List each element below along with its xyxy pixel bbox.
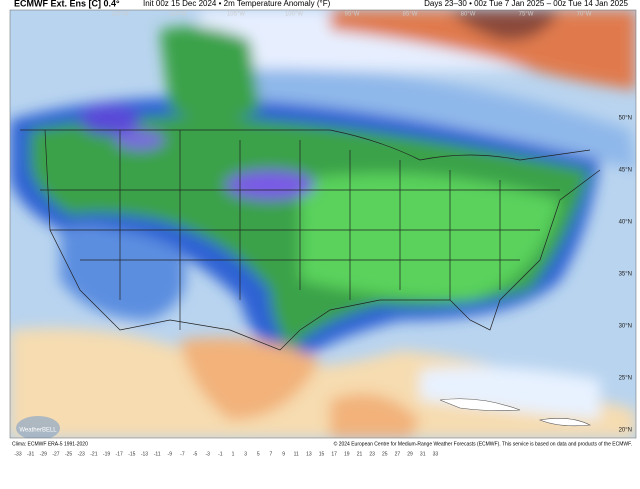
header: ECMWF Ext. Ens [C] 0.4° Init 00z 15 Dec … <box>14 0 629 8</box>
colorbar-label: -11 <box>154 451 161 457</box>
longitude-label: 95°W <box>345 12 360 18</box>
longitude-label: 110°W <box>169 12 187 18</box>
colorbar-label: 31 <box>420 451 426 457</box>
colorbar-label: 25 <box>382 451 388 457</box>
longitude-label: 105°W <box>227 12 245 18</box>
colorbar-label: -33 <box>14 451 21 457</box>
latitude-label: 20°N <box>619 428 632 434</box>
colorbar-label: 1 <box>232 451 235 457</box>
colorbar-label: -3 <box>205 451 210 457</box>
colorbar-label: -23 <box>78 451 85 457</box>
colorbar-label: 3 <box>244 451 247 457</box>
colorbar-label: -31 <box>27 451 34 457</box>
colorbar-label: 33 <box>433 451 439 457</box>
colorbar-label: -21 <box>90 451 97 457</box>
colorbar-label: 9 <box>282 451 285 457</box>
init-title: Init 00z 15 Dec 2024 • 2m Temperature An… <box>143 0 331 8</box>
clima-note: Clima: ECMWF ERA-5 1991-2020 <box>12 441 88 447</box>
longitude-label: 75°W <box>519 12 534 18</box>
colorbar-label: 27 <box>395 451 401 457</box>
longitude-label: 85°W <box>403 12 418 18</box>
colorbar-label: 11 <box>294 451 299 457</box>
model-title: ECMWF Ext. Ens [C] 0.4° <box>14 0 120 8</box>
colorbar-label: 21 <box>357 451 363 457</box>
latitude-label: 40°N <box>619 220 632 226</box>
latitude-label: 50°N <box>619 116 632 122</box>
map: 115°W 110°W 105°W 100°W 95°W 85°W 80°W 75°W 70°W… <box>10 10 636 438</box>
colorbar-label: 17 <box>331 451 337 457</box>
logo: WeatherBELL <box>19 428 57 434</box>
colorbar-label: 5 <box>257 451 260 457</box>
colorbar-label: -7 <box>180 451 185 457</box>
latitude-label: 30°N <box>619 324 632 330</box>
colorbar-label: 23 <box>369 451 375 457</box>
longitude-label: 80°W <box>461 12 476 18</box>
longitude-label: 70°W <box>577 12 592 18</box>
latitude-label: 35°N <box>619 272 632 278</box>
colorbar-label: 7 <box>270 451 273 457</box>
colorbar-label: 13 <box>306 451 312 457</box>
colorbar-label: 29 <box>407 451 413 457</box>
colorbar-label: -29 <box>40 451 47 457</box>
colorbar-label: -13 <box>141 451 148 457</box>
colorbar-label: -27 <box>52 451 59 457</box>
longitude-label: 100°W <box>285 12 303 18</box>
longitude-label: 115°W <box>111 12 129 18</box>
colorbar-label: -17 <box>116 451 123 457</box>
colorbar-label: -9 <box>168 451 173 457</box>
valid-title: Days 23–30 • 00z Tue 7 Jan 2025 – 00z Tu… <box>424 0 628 8</box>
footer: Clima: ECMWF ERA-5 1991-2020 © 2024 Euro… <box>12 440 632 447</box>
colorbar-label: -25 <box>65 451 72 457</box>
colorbar-label: -15 <box>128 451 135 457</box>
copyright: © 2024 European Centre for Medium-Range … <box>334 440 632 447</box>
colorbar-label: -19 <box>103 451 110 457</box>
latitude-label: 25°N <box>619 376 632 382</box>
colorbar-label: -5 <box>193 451 198 457</box>
colorbar-label: 15 <box>319 451 325 457</box>
colorbar-label: 19 <box>344 451 350 457</box>
colorbar-label: -1 <box>218 451 223 457</box>
latitude-label: 45°N <box>619 168 632 174</box>
